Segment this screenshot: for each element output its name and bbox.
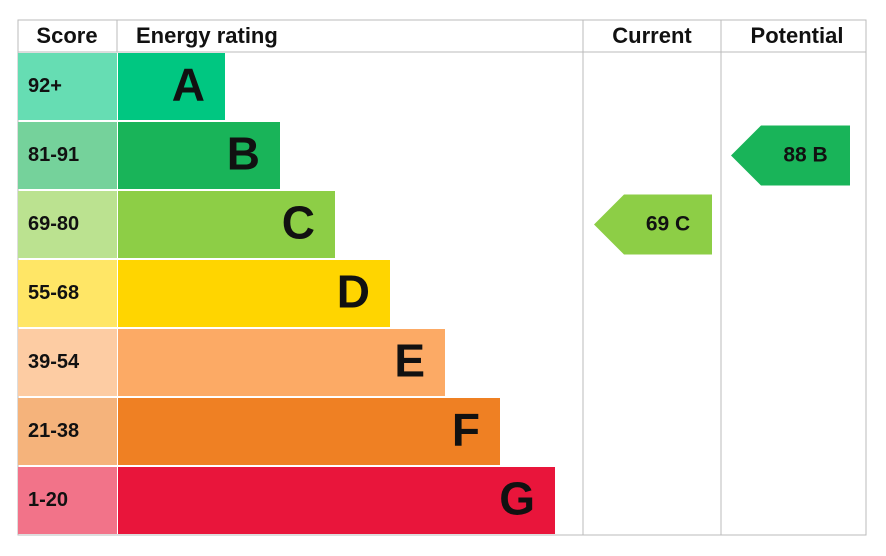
- rating-letter: C: [282, 197, 315, 249]
- score-label: 1-20: [28, 489, 68, 511]
- rating-letter: G: [499, 473, 535, 525]
- rating-arrow: [731, 125, 850, 186]
- rating-letter: F: [452, 404, 480, 456]
- score-label: 69-80: [28, 213, 79, 235]
- score-label: 92+: [28, 75, 62, 97]
- rating-bar: [118, 329, 445, 396]
- score-label: 21-38: [28, 420, 79, 442]
- rating-bar: [118, 260, 390, 327]
- score-label: 55-68: [28, 282, 79, 304]
- rating-bar: [118, 398, 500, 465]
- rating-arrow-label: 69 C: [646, 212, 690, 235]
- rating-bar: [118, 191, 335, 258]
- header: Energy rating: [136, 23, 278, 48]
- arrow-score: 69: [646, 212, 669, 235]
- arrow-letter: C: [675, 212, 690, 235]
- rating-arrow: [594, 194, 712, 255]
- header: Current: [612, 23, 692, 48]
- arrow-letter: B: [813, 143, 828, 166]
- rating-letter: A: [172, 59, 205, 111]
- arrow-score: 88: [783, 143, 807, 166]
- score-cell: [18, 191, 117, 258]
- rating-bar: [118, 122, 280, 189]
- rating-bar: [118, 467, 555, 534]
- score-cell: [18, 329, 117, 396]
- rating-letter: E: [394, 335, 425, 387]
- score-label: 39-54: [28, 351, 80, 373]
- rating-bar: [118, 53, 225, 120]
- score-cell: [18, 467, 117, 534]
- header: Potential: [751, 23, 844, 48]
- score-cell: [18, 53, 117, 120]
- rating-letter: B: [227, 128, 260, 180]
- score-label: 81-91: [28, 144, 79, 166]
- score-cell: [18, 398, 117, 465]
- rating-letter: D: [337, 266, 370, 318]
- score-cell: [18, 122, 117, 189]
- header: Score: [36, 23, 97, 48]
- rating-arrow-label: 88 B: [783, 143, 827, 166]
- score-cell: [18, 260, 117, 327]
